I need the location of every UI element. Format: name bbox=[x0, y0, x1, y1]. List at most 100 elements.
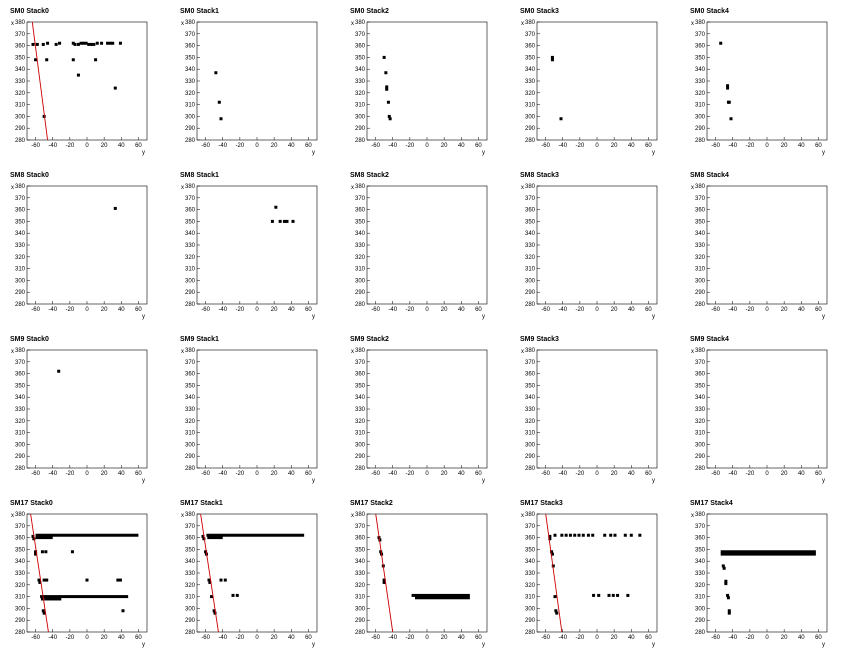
y-tick-label: 340 bbox=[185, 231, 196, 237]
y-tick-label: 310 bbox=[525, 595, 536, 601]
y-tick-label: 370 bbox=[525, 32, 536, 38]
y-tick-label: 280 bbox=[695, 138, 706, 144]
hit-marker bbox=[613, 533, 617, 537]
y-tick-label: 370 bbox=[525, 196, 536, 202]
x-tick-label: -40 bbox=[388, 143, 397, 149]
hit-marker bbox=[71, 41, 75, 45]
x-tick-label: -60 bbox=[711, 143, 720, 149]
x-tick-label: -40 bbox=[558, 143, 567, 149]
y-tick-label: 360 bbox=[185, 372, 196, 378]
y-axis-label: x bbox=[691, 185, 694, 191]
y-tick-label: 300 bbox=[525, 442, 536, 448]
panel-title: SM17 Stack3 bbox=[520, 500, 563, 507]
y-axis-label: x bbox=[11, 349, 14, 355]
x-tick-label: 40 bbox=[458, 635, 465, 641]
x-tick-label: -60 bbox=[201, 143, 210, 149]
y-tick-label: 340 bbox=[525, 559, 536, 565]
hit-marker bbox=[58, 41, 62, 45]
y-tick-label: 360 bbox=[695, 536, 706, 542]
y-axis-label: x bbox=[11, 185, 14, 191]
panel-sm8-stack4: SM8 Stack4 280 290 300 310 320 330 340 350 360 370… bbox=[690, 172, 828, 320]
y-tick-label: 330 bbox=[185, 407, 196, 413]
plot-frame bbox=[196, 349, 318, 469]
y-tick-label: 360 bbox=[695, 208, 706, 214]
y-tick-label: 340 bbox=[15, 395, 26, 401]
hit-marker bbox=[623, 533, 627, 537]
x-tick-label: -60 bbox=[31, 635, 40, 641]
y-tick-label: 350 bbox=[15, 219, 26, 225]
panel-sm9-stack4: SM9 Stack4 280 290 300 310 320 330 340 350 360 370… bbox=[690, 336, 828, 484]
hit-marker bbox=[42, 578, 46, 582]
y-tick-label: 280 bbox=[355, 138, 366, 144]
y-tick-label: 340 bbox=[355, 67, 366, 73]
hit-marker bbox=[553, 533, 557, 537]
track-fit-line bbox=[375, 514, 394, 632]
x-tick-label: 0 bbox=[425, 471, 429, 477]
x-tick-label: -40 bbox=[558, 635, 567, 641]
plot-frame bbox=[536, 349, 658, 469]
y-tick-label: 310 bbox=[185, 431, 196, 437]
y-tick-label: 350 bbox=[525, 219, 536, 225]
y-tick-label: 300 bbox=[15, 114, 26, 120]
x-axis-label: y bbox=[312, 478, 315, 484]
hit-marker bbox=[559, 117, 563, 121]
panel-sm17-stack1: SM17 Stack1 280 290 300 310 320 330 340 350 360 37… bbox=[180, 500, 318, 648]
y-tick-label: 310 bbox=[525, 103, 536, 109]
hit-marker bbox=[551, 564, 555, 568]
y-axis-label: x bbox=[521, 21, 524, 27]
x-tick-label: 40 bbox=[628, 471, 635, 477]
y-tick-label: 300 bbox=[525, 278, 536, 284]
hit-marker bbox=[41, 609, 45, 613]
y-tick-label: 350 bbox=[15, 383, 26, 389]
y-tick-label: 320 bbox=[15, 583, 26, 589]
hit-marker bbox=[626, 593, 630, 597]
y-tick-label: 350 bbox=[695, 219, 706, 225]
x-axis-label: y bbox=[482, 314, 485, 320]
y-tick-label: 370 bbox=[15, 32, 26, 38]
y-tick-label: 280 bbox=[15, 302, 26, 308]
x-tick-label: 40 bbox=[288, 471, 295, 477]
x-tick-label: 0 bbox=[425, 635, 429, 641]
hit-marker bbox=[727, 609, 731, 613]
y-tick-label: 330 bbox=[695, 79, 706, 85]
x-tick-label: -60 bbox=[201, 471, 210, 477]
panel-title: SM0 Stack1 bbox=[180, 8, 219, 15]
y-tick-label: 310 bbox=[355, 103, 366, 109]
y-tick-label: 340 bbox=[355, 559, 366, 565]
hit-band bbox=[35, 533, 139, 537]
hit-marker bbox=[548, 537, 552, 541]
track-fit-line bbox=[31, 22, 49, 140]
hit-marker bbox=[85, 578, 89, 582]
y-tick-label: 330 bbox=[695, 243, 706, 249]
y-tick-label: 380 bbox=[355, 512, 366, 518]
panel-sm8-stack0: SM8 Stack0 280 290 300 310 320 330 340 350 360 370… bbox=[10, 172, 148, 320]
x-tick-label: 60 bbox=[135, 143, 142, 149]
y-tick-label: 350 bbox=[355, 547, 366, 553]
x-tick-label: -60 bbox=[541, 307, 550, 313]
x-tick-label: 40 bbox=[118, 143, 125, 149]
hit-marker bbox=[555, 611, 559, 615]
x-tick-label: 60 bbox=[135, 307, 142, 313]
plot-frame bbox=[196, 21, 318, 141]
y-axis-label: x bbox=[691, 349, 694, 355]
y-tick-label: 290 bbox=[695, 618, 706, 624]
x-tick-label: -60 bbox=[371, 635, 380, 641]
y-tick-label: 360 bbox=[525, 208, 536, 214]
hit-marker bbox=[31, 42, 35, 46]
x-tick-label: -40 bbox=[388, 471, 397, 477]
x-tick-label: -60 bbox=[31, 143, 40, 149]
x-tick-label: -40 bbox=[388, 635, 397, 641]
y-tick-label: 360 bbox=[355, 536, 366, 542]
x-axis-label: y bbox=[312, 314, 315, 320]
y-tick-label: 350 bbox=[525, 383, 536, 389]
y-tick-label: 330 bbox=[15, 407, 26, 413]
x-tick-label: -20 bbox=[576, 143, 585, 149]
x-tick-label: -40 bbox=[48, 635, 57, 641]
hit-marker bbox=[57, 369, 61, 373]
x-tick-label: 40 bbox=[118, 471, 125, 477]
panel-sm0-stack2: SM0 Stack2 280 290 300 310 320 330 340 350 360 370… bbox=[350, 8, 488, 156]
x-tick-label: -60 bbox=[541, 143, 550, 149]
y-tick-label: 300 bbox=[695, 114, 706, 120]
y-tick-label: 310 bbox=[15, 267, 26, 273]
